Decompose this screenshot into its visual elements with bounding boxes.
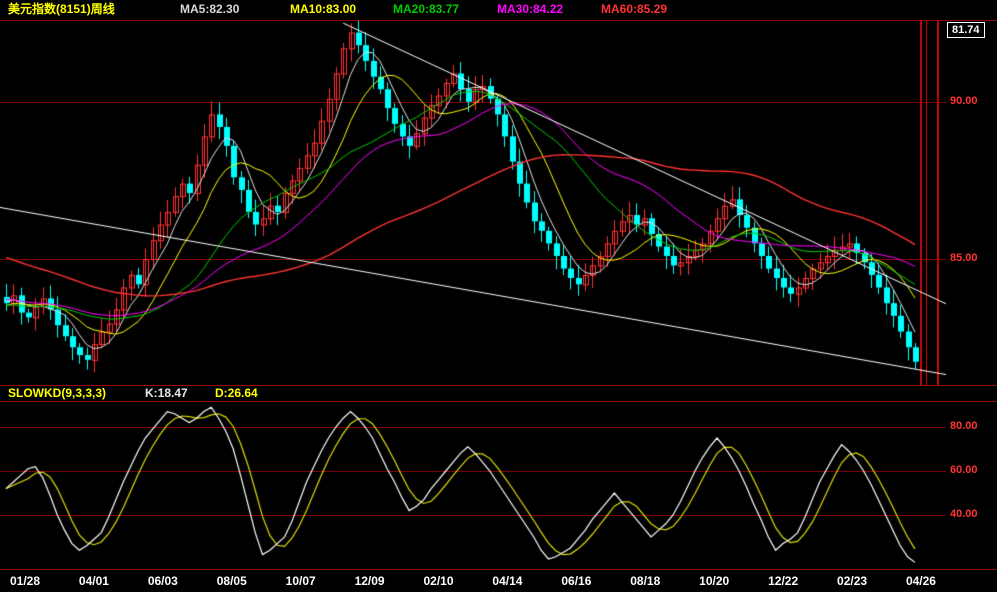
date-label: 04/01 xyxy=(78,574,109,588)
ma30-value-label: MA30:84.22 xyxy=(497,2,564,16)
date-label: 04/26 xyxy=(905,574,936,588)
ma60-value-label: MA60:85.29 xyxy=(601,2,668,16)
chart-header: 美元指数(8151)周线 MA5:82.30 MA10:83.00 MA20:8… xyxy=(0,0,997,20)
indicator-k-value: K:18.47 xyxy=(145,386,188,400)
last-price-badge: 81.74 xyxy=(947,22,985,38)
date-axis-separator-line xyxy=(0,569,997,570)
axis-tick-label: 80.00 xyxy=(950,420,978,432)
panel-separator-line-bottom xyxy=(0,401,997,402)
indicator-header: SLOWKD(9,3,3,3) K:18.47 D:26.64 xyxy=(0,386,997,401)
axis-tick-label: 40.00 xyxy=(950,508,978,520)
indicator-d-value: D:26.64 xyxy=(215,386,258,400)
date-label: 04/14 xyxy=(492,574,523,588)
date-label: 06/16 xyxy=(561,574,592,588)
ma10-value-label: MA10:83.00 xyxy=(290,2,357,16)
date-label: 01/28 xyxy=(9,574,41,588)
candlestick-chart-canvas[interactable] xyxy=(0,20,946,385)
date-label: 10/07 xyxy=(285,574,316,588)
indicator-name-label: SLOWKD(9,3,3,3) xyxy=(8,386,107,400)
symbol-title: 美元指数(8151)周线 xyxy=(8,2,115,16)
date-label: 02/23 xyxy=(837,574,868,588)
date-label: 08/18 xyxy=(630,574,661,588)
axis-tick-label: 90.00 xyxy=(950,95,978,107)
ma5-value-label: MA5:82.30 xyxy=(180,2,240,16)
date-label: 10/20 xyxy=(699,574,730,588)
date-label: 08/05 xyxy=(216,574,247,588)
panel-separator-line-top xyxy=(0,385,997,386)
date-label: 02/10 xyxy=(423,574,454,588)
date-label: 06/03 xyxy=(147,574,178,588)
ma20-value-label: MA20:83.77 xyxy=(393,2,460,16)
axis-tick-label: 85.00 xyxy=(950,252,978,264)
date-label: 12/22 xyxy=(768,574,799,588)
date-label: 12/09 xyxy=(354,574,385,588)
date-axis: 01/28 04/01 06/03 08/05 10/07 12/09 02/10 04/14… xyxy=(0,572,997,592)
axis-tick-label: 60.00 xyxy=(950,464,978,476)
kd-indicator-canvas[interactable] xyxy=(0,402,946,569)
